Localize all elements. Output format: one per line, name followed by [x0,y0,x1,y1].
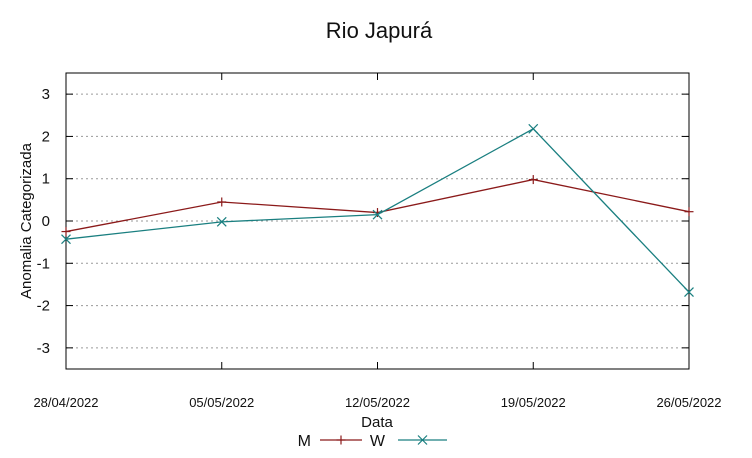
x-tick-label: 26/05/2022 [656,395,721,410]
x-axis-label: Data [361,414,393,431]
y-axis-label: Anomalia Categorizada [18,142,35,299]
y-tick-label: -3 [37,340,50,357]
data-point-w [216,216,227,227]
data-point-m [684,207,694,217]
legend-label-m: M [298,433,311,450]
data-point-w [684,287,694,297]
data-point-m [61,227,71,237]
chart-title: Rio Japurá [326,18,433,43]
data-point-w [61,234,71,245]
legend-label-w: W [370,433,386,450]
y-tick-label: 2 [42,128,50,145]
y-tick-label: 1 [42,171,50,188]
y-tick-label: -1 [37,255,50,272]
y-tick-label: -2 [37,298,50,315]
y-tick-label: 0 [42,213,50,230]
x-tick-label: 05/05/2022 [189,395,254,410]
x-tick-label: 19/05/2022 [501,395,566,410]
x-tick-label: 12/05/2022 [345,395,410,410]
series-line-m [65,178,690,233]
data-point-m [528,175,538,185]
y-tick-label: 3 [42,86,50,103]
legend-marker-m [336,435,346,445]
grid-lines [66,93,689,349]
y-axis-ticks: -3 -2 -1 0 1 2 3 [37,86,689,357]
data-point-m [217,197,227,207]
data-point-w [372,209,383,220]
series-lines [61,123,694,297]
legend-marker-w [417,435,428,445]
x-axis-ticks: 28/04/2022 05/05/2022 12/05/2022 19/05/2022… [33,73,722,410]
x-tick-label: 28/04/2022 [33,395,98,410]
data-point-w [528,123,539,134]
